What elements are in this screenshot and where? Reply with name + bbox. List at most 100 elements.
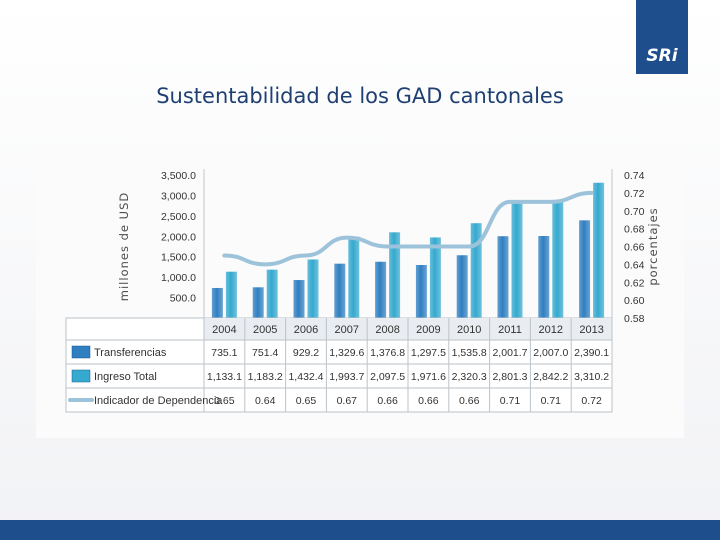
bar-ingreso-total	[429, 237, 441, 318]
x-tick-label: 2004	[212, 324, 236, 336]
data-label: 0.66	[459, 395, 480, 407]
bar-ingreso-total	[348, 236, 360, 318]
bar-transferencias	[293, 280, 305, 318]
y-tick-label: 3,000.0	[161, 190, 196, 202]
slide-title: Sustentabilidad de los GAD cantonales	[156, 84, 564, 108]
legend-label: Transferencias	[94, 347, 167, 359]
line-point	[304, 253, 308, 258]
bar-ingreso-total	[225, 271, 237, 318]
y2-tick-label: 0.68	[624, 224, 645, 236]
x-tick-label: 2007	[335, 324, 359, 336]
legend-swatch-ingreso-total	[71, 369, 91, 383]
data-label: 0.65	[214, 395, 235, 407]
data-label: 2,390.1	[574, 347, 609, 359]
data-label: 0.66	[418, 395, 439, 407]
y2-tick-label: 0.74	[624, 170, 645, 182]
data-label: 2,801.3	[492, 371, 527, 383]
data-label: 1,329.6	[329, 347, 364, 359]
y2-tick-label: 0.72	[624, 188, 645, 200]
y2-tick-label: 0.64	[624, 259, 645, 271]
data-label: 0.67	[337, 395, 358, 407]
x-tick-label: 2006	[294, 324, 318, 336]
data-label: 0.71	[500, 395, 521, 407]
line-point	[222, 253, 226, 258]
bar-transferencias	[538, 235, 550, 318]
data-label: 1,183.2	[248, 371, 283, 383]
data-label: 1,297.5	[411, 347, 446, 359]
y-tick-label: 1,000.0	[161, 272, 196, 284]
data-label: 2,097.5	[370, 371, 405, 383]
logo-text: SRi	[646, 46, 678, 66]
y2-tick-label: 0.70	[624, 206, 645, 218]
y2-tick-label: 0.60	[624, 295, 645, 307]
bar-transferencias	[334, 263, 346, 318]
data-label: 1,535.8	[452, 347, 487, 359]
bar-transferencias	[211, 287, 223, 318]
y-tick-label: 1,500.0	[161, 252, 196, 264]
data-label: 3,310.2	[574, 371, 609, 383]
data-label: 0.64	[255, 395, 276, 407]
y-axis-title: millones de USD	[117, 192, 131, 301]
bar-ingreso-total	[307, 259, 319, 318]
data-label: 2,320.3	[452, 371, 487, 383]
bar-ingreso-total	[266, 269, 278, 318]
bar-transferencias	[415, 264, 427, 318]
line-point	[263, 262, 267, 266]
legend-label: Indicador de Dependencia	[94, 395, 223, 407]
y-tick-label: 2,000.0	[161, 231, 196, 243]
line-point	[590, 191, 594, 195]
x-tick-label: 2012	[539, 324, 563, 336]
data-label: 735.1	[211, 347, 237, 359]
line-point	[386, 244, 390, 249]
data-label: 2,007.0	[533, 347, 568, 359]
bar-ingreso-total	[470, 223, 482, 318]
line-point	[467, 244, 471, 249]
y-tick-label: 500.0	[170, 293, 196, 305]
data-label: 1,432.4	[288, 371, 323, 383]
y2-tick-label: 0.58	[624, 313, 645, 325]
combo-chart: -500.01,000.01,500.02,000.02,500.03,000.…	[65, 169, 660, 413]
data-label: 1,376.8	[370, 347, 405, 359]
y-tick-label: 3,500.0	[161, 170, 196, 182]
x-tick-label: 2005	[253, 324, 277, 336]
data-label: 0.66	[377, 395, 398, 407]
line-point	[345, 235, 349, 240]
x-tick-label: 2011	[498, 324, 522, 336]
bar-transferencias	[252, 287, 264, 318]
data-label: 751.4	[252, 347, 278, 359]
bar-ingreso-total	[552, 201, 564, 318]
bar-ingreso-total	[389, 232, 401, 318]
line-point	[426, 244, 430, 249]
bar-ingreso-total	[593, 182, 605, 318]
data-label: 1,971.6	[411, 371, 446, 383]
bar-transferencias	[456, 255, 468, 318]
line-point	[508, 200, 512, 204]
legend-label: Ingreso Total	[94, 371, 157, 383]
data-label: 1,133.1	[207, 371, 242, 383]
y2-tick-label: 0.62	[624, 277, 645, 289]
y2-axis-title: porcentajes	[646, 207, 660, 285]
line-point	[549, 200, 553, 204]
data-label: 2,001.7	[492, 347, 527, 359]
footer-bar	[0, 520, 720, 540]
data-label: 1,993.7	[329, 371, 364, 383]
line-indicador-de-dependencia	[222, 190, 594, 267]
legend-swatch-transferencias	[71, 345, 91, 359]
bar-transferencias	[579, 220, 591, 318]
data-label: 2,842.2	[533, 371, 568, 383]
bar-transferencias	[375, 261, 387, 318]
chart-panel: -500.01,000.01,500.02,000.02,500.03,000.…	[36, 145, 684, 438]
bar-transferencias	[497, 236, 509, 318]
sri-logo: SRi	[636, 0, 688, 74]
y-tick-label: 2,500.0	[161, 211, 196, 223]
x-tick-label: 2009	[416, 324, 440, 336]
data-label: 0.72	[581, 395, 602, 407]
data-label: 929.2	[293, 347, 319, 359]
data-label: 0.65	[296, 395, 317, 407]
data-label: 0.71	[541, 395, 562, 407]
bar-ingreso-total	[511, 203, 523, 318]
x-tick-label: 2013	[579, 324, 603, 336]
x-tick-label: 2010	[457, 324, 481, 336]
y2-tick-label: 0.66	[624, 242, 645, 254]
x-tick-label: 2008	[375, 324, 399, 336]
